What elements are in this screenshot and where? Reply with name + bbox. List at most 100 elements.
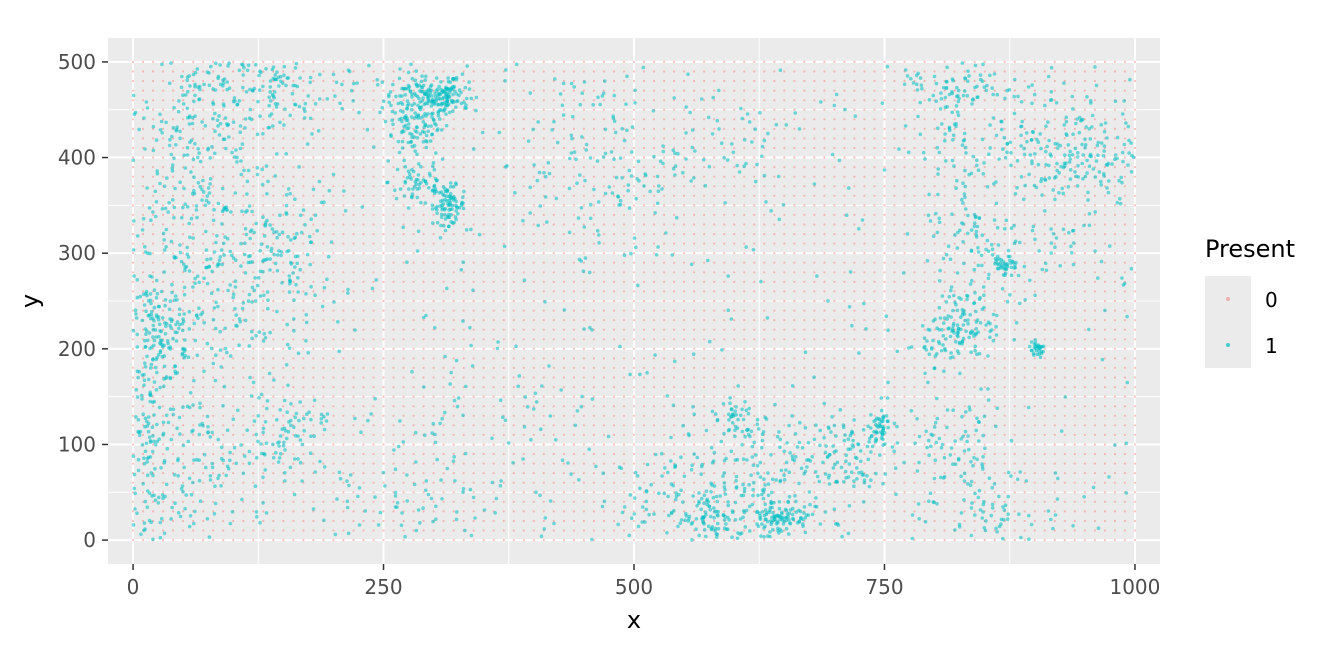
point-0 bbox=[222, 424, 225, 427]
point-0 bbox=[462, 424, 465, 427]
point-0 bbox=[673, 204, 676, 207]
point-0 bbox=[312, 405, 315, 408]
point-0 bbox=[162, 70, 165, 73]
point-0 bbox=[592, 491, 596, 494]
point-0 bbox=[1003, 443, 1006, 446]
point-0 bbox=[963, 386, 966, 389]
point-0 bbox=[131, 60, 135, 64]
point-0 bbox=[933, 89, 936, 92]
point-0 bbox=[142, 280, 145, 283]
point-0 bbox=[873, 204, 876, 207]
point-0 bbox=[813, 452, 816, 456]
point-0 bbox=[1083, 452, 1086, 456]
point-0 bbox=[272, 424, 275, 427]
point-0 bbox=[262, 146, 265, 150]
point-0 bbox=[1023, 529, 1026, 532]
point-0 bbox=[883, 175, 886, 178]
point-0 bbox=[492, 223, 495, 226]
point-0 bbox=[482, 156, 485, 159]
point-0 bbox=[652, 79, 656, 83]
point-0 bbox=[242, 414, 245, 417]
point-0 bbox=[462, 242, 465, 245]
point-0 bbox=[1093, 366, 1096, 369]
point-0 bbox=[873, 510, 876, 513]
point-0 bbox=[913, 118, 916, 121]
point-0 bbox=[943, 414, 946, 417]
point-0 bbox=[853, 271, 856, 274]
point-0 bbox=[162, 127, 165, 130]
point-0 bbox=[893, 519, 896, 523]
point-0 bbox=[773, 290, 776, 293]
point-0 bbox=[973, 500, 976, 503]
point-0 bbox=[542, 395, 545, 398]
point-0 bbox=[582, 405, 586, 408]
point-0 bbox=[262, 376, 265, 379]
point-0 bbox=[723, 395, 726, 398]
point-0 bbox=[723, 166, 726, 169]
point-0 bbox=[612, 539, 616, 542]
point-0 bbox=[582, 89, 586, 92]
point-0 bbox=[282, 185, 285, 188]
point-0 bbox=[893, 529, 896, 532]
point-0 bbox=[913, 108, 916, 111]
point-0 bbox=[1033, 405, 1036, 408]
point-0 bbox=[863, 156, 866, 159]
point-0 bbox=[993, 452, 996, 456]
point-0 bbox=[773, 108, 776, 111]
point-0 bbox=[592, 223, 596, 226]
point-0 bbox=[813, 299, 816, 303]
point-0 bbox=[883, 376, 886, 379]
point-0 bbox=[642, 443, 646, 446]
point-0 bbox=[903, 89, 906, 92]
point-0 bbox=[1013, 443, 1016, 446]
point-0 bbox=[953, 376, 956, 379]
point-0 bbox=[673, 519, 676, 523]
point-0 bbox=[1023, 357, 1026, 360]
point-0 bbox=[232, 252, 235, 255]
point-0 bbox=[312, 462, 315, 465]
point-0 bbox=[532, 280, 535, 283]
point-0 bbox=[232, 338, 235, 341]
point-0 bbox=[232, 166, 235, 169]
point-0 bbox=[733, 299, 736, 303]
point-0 bbox=[703, 319, 706, 322]
point-0 bbox=[492, 529, 495, 532]
point-0 bbox=[642, 357, 646, 360]
point-0 bbox=[663, 213, 666, 216]
point-0 bbox=[552, 529, 555, 532]
point-0 bbox=[472, 309, 475, 312]
point-0 bbox=[973, 204, 976, 207]
point-0 bbox=[993, 194, 996, 197]
point-0 bbox=[1013, 386, 1016, 389]
point-0 bbox=[903, 529, 906, 532]
point-0 bbox=[963, 519, 966, 523]
point-0 bbox=[1073, 510, 1076, 513]
point-0 bbox=[1013, 357, 1016, 360]
point-0 bbox=[693, 338, 696, 341]
point-0 bbox=[913, 146, 916, 150]
point-0 bbox=[663, 309, 666, 312]
point-0 bbox=[913, 539, 916, 542]
point-0 bbox=[462, 118, 465, 121]
point-0 bbox=[202, 338, 205, 341]
point-0 bbox=[182, 108, 185, 111]
point-0 bbox=[572, 338, 576, 341]
point-0 bbox=[1063, 242, 1066, 245]
point-0 bbox=[131, 519, 135, 523]
point-0 bbox=[312, 491, 315, 494]
point-0 bbox=[582, 433, 586, 436]
point-0 bbox=[1013, 252, 1016, 255]
point-0 bbox=[933, 166, 936, 169]
point-0 bbox=[592, 510, 596, 513]
point-0 bbox=[863, 319, 866, 322]
point-0 bbox=[462, 299, 465, 303]
point-0 bbox=[853, 146, 856, 150]
point-0 bbox=[492, 309, 495, 312]
point-0 bbox=[142, 366, 145, 369]
point-0 bbox=[332, 166, 335, 169]
point-0 bbox=[202, 299, 205, 303]
point-0 bbox=[893, 204, 896, 207]
point-0 bbox=[723, 414, 726, 417]
point-0 bbox=[1083, 194, 1086, 197]
point-0 bbox=[602, 309, 606, 312]
